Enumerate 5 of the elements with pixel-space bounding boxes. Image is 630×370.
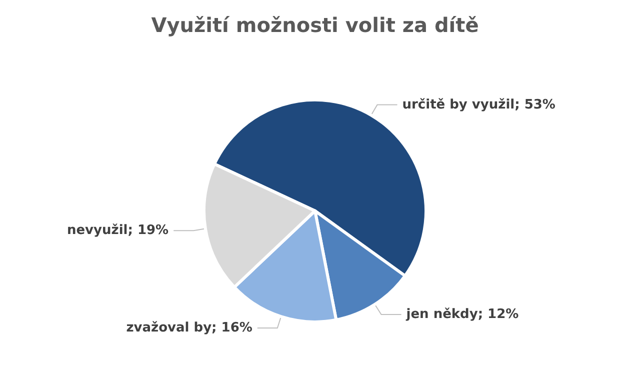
chart-title: Využití možnosti volit za dítě [151, 13, 479, 37]
slice-label: určitě by využil; 53% [402, 97, 556, 112]
slice-label: zvažoval by; 16% [126, 320, 252, 336]
slice-label: jen někdy; 12% [405, 307, 519, 322]
slice-label: nevyužil; 19% [66, 223, 169, 238]
